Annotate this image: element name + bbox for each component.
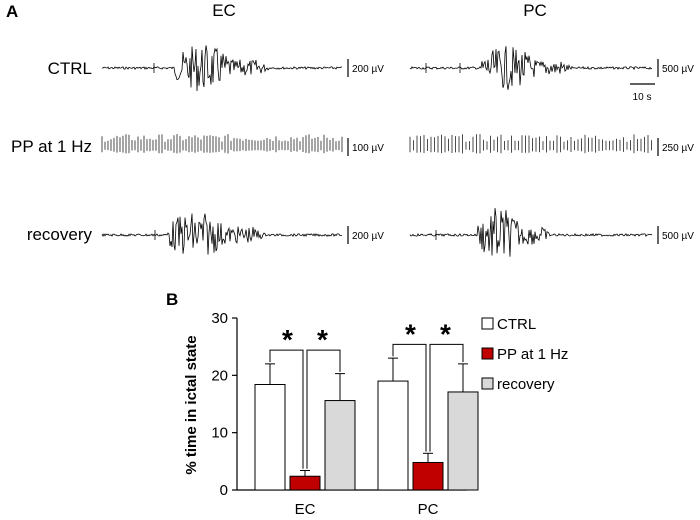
panel-a-letter: A (6, 2, 18, 21)
scale-label-ec-pp: 100 µV (352, 143, 384, 154)
trace-line (101, 213, 343, 255)
bar-pc-1 (412, 461, 444, 491)
bar-ec-0 (254, 384, 286, 491)
row-label-ctrl: CTRL (48, 59, 92, 78)
column-header-ec: EC (212, 1, 236, 20)
y-axis-title: % time in ictal state (183, 335, 200, 474)
bar-pc-2 (447, 391, 479, 491)
legend-label-0: CTRL (497, 316, 536, 333)
x-tick-label-pc: PC (418, 501, 439, 518)
scale-label-ec-rec: 200 µV (352, 231, 384, 242)
x-tick-label-ec: EC (295, 501, 316, 518)
bar-ec-2 (324, 400, 356, 491)
legend: CTRL PP at 1 Hz recovery (481, 316, 568, 393)
trace-ec-ctrl (101, 45, 343, 92)
trace-pc-ctrl (409, 46, 653, 90)
scale-label-ec-ctrl: 200 µV (352, 64, 384, 75)
legend-swatch-2 (481, 377, 494, 390)
trace-ec-pp (101, 134, 343, 154)
significance-star: * (317, 324, 328, 355)
y-tick-label: 20 (211, 367, 228, 384)
trace-line (101, 45, 343, 92)
trace-line (409, 134, 652, 154)
bar-ec-1 (289, 475, 321, 491)
trace-line (409, 208, 653, 257)
scale-bars (347, 59, 659, 244)
bar-pc-0 (377, 380, 409, 491)
significance-star: * (440, 318, 451, 349)
scale-label-pc-rec: 500 µV (662, 231, 694, 242)
significance-bracket (392, 343, 427, 452)
significance-bracket (306, 349, 341, 469)
legend-label-2: recovery (497, 376, 555, 393)
row-label-pp: PP at 1 Hz (11, 137, 92, 156)
row-label-recovery: recovery (27, 225, 93, 244)
column-header-pc: PC (523, 1, 547, 20)
y-tick-label: 0 (220, 482, 228, 499)
time-scale-label: 10 s (633, 92, 652, 103)
legend-label-1: PP at 1 Hz (497, 346, 568, 363)
significance-bracket (429, 343, 464, 452)
panel-b-letter: B (166, 290, 178, 309)
trace-pc-rec (409, 208, 653, 257)
trace-line (409, 46, 653, 90)
significance-bracket (269, 349, 304, 469)
y-tick-label: 30 (211, 310, 228, 327)
trace-group (101, 45, 653, 257)
legend-swatch-1 (481, 347, 494, 360)
trace-line (101, 134, 343, 154)
legend-swatch-0 (481, 317, 494, 330)
trace-pc-pp (409, 134, 652, 154)
significance-star: * (282, 324, 293, 355)
bar-chart: 0 10 20 30 EC * * PC * * (211, 310, 479, 518)
scale-label-pc-ctrl: 500 µV (662, 64, 694, 75)
scale-label-pc-pp: 250 µV (662, 143, 694, 154)
trace-ec-rec (101, 213, 343, 255)
y-tick-label: 10 (211, 425, 228, 442)
significance-star: * (405, 318, 416, 349)
